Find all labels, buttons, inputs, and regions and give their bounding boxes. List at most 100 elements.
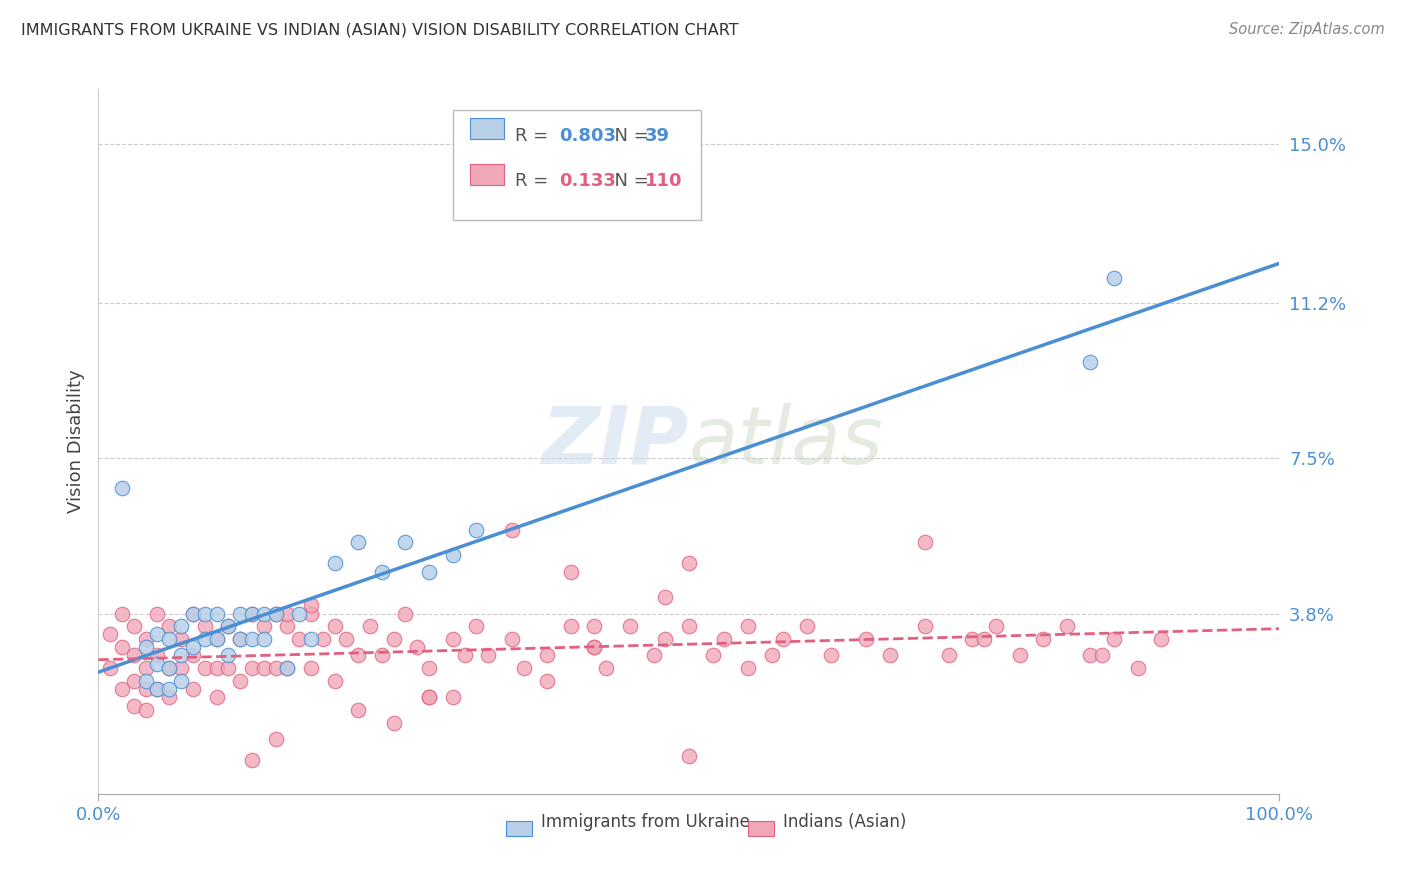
Point bbox=[229, 632, 252, 646]
Point bbox=[1102, 632, 1125, 646]
FancyBboxPatch shape bbox=[471, 118, 503, 139]
Point bbox=[98, 627, 121, 641]
Point bbox=[643, 648, 665, 663]
Point bbox=[394, 535, 416, 549]
Point bbox=[583, 640, 606, 654]
Point bbox=[229, 607, 252, 621]
Point bbox=[111, 640, 134, 654]
Point bbox=[181, 607, 204, 621]
Point bbox=[288, 632, 311, 646]
Point bbox=[323, 619, 346, 633]
Point bbox=[122, 673, 145, 688]
Point bbox=[276, 661, 298, 675]
Point bbox=[1056, 619, 1078, 633]
Point bbox=[146, 681, 169, 696]
Point bbox=[465, 619, 488, 633]
Point bbox=[146, 681, 169, 696]
Point bbox=[240, 607, 263, 621]
Point bbox=[560, 565, 582, 579]
Point bbox=[157, 661, 180, 675]
Point bbox=[914, 619, 936, 633]
FancyBboxPatch shape bbox=[748, 821, 773, 836]
Point bbox=[122, 619, 145, 633]
Point bbox=[217, 648, 239, 663]
Point bbox=[536, 673, 558, 688]
Point bbox=[347, 648, 370, 663]
Point bbox=[1091, 648, 1114, 663]
Point bbox=[276, 607, 298, 621]
Point bbox=[217, 619, 239, 633]
Point bbox=[595, 661, 617, 675]
Point bbox=[146, 657, 169, 671]
Point bbox=[938, 648, 960, 663]
Point bbox=[619, 619, 641, 633]
FancyBboxPatch shape bbox=[453, 111, 700, 219]
Text: 0.133: 0.133 bbox=[560, 172, 616, 190]
Point bbox=[240, 661, 263, 675]
Point bbox=[288, 607, 311, 621]
Point bbox=[170, 648, 193, 663]
Point bbox=[135, 640, 157, 654]
Point bbox=[253, 632, 276, 646]
Point bbox=[299, 632, 322, 646]
Text: Immigrants from Ukraine: Immigrants from Ukraine bbox=[541, 814, 751, 831]
Point bbox=[264, 607, 287, 621]
Point bbox=[253, 607, 276, 621]
Point bbox=[394, 607, 416, 621]
Point bbox=[1080, 648, 1102, 663]
Point bbox=[654, 632, 676, 646]
Point bbox=[122, 698, 145, 713]
Point bbox=[583, 619, 606, 633]
Point bbox=[347, 703, 370, 717]
Point bbox=[713, 632, 735, 646]
Point bbox=[406, 640, 429, 654]
Point bbox=[194, 607, 217, 621]
Point bbox=[583, 640, 606, 654]
Point bbox=[181, 607, 204, 621]
Text: 39: 39 bbox=[645, 127, 671, 145]
Point bbox=[170, 673, 193, 688]
Point bbox=[418, 565, 440, 579]
Point bbox=[678, 749, 700, 764]
Point bbox=[382, 632, 405, 646]
Point bbox=[205, 632, 228, 646]
Point bbox=[347, 535, 370, 549]
Point bbox=[157, 632, 180, 646]
Point bbox=[737, 661, 759, 675]
Point bbox=[229, 632, 252, 646]
Point bbox=[371, 565, 394, 579]
Point bbox=[359, 619, 381, 633]
Point bbox=[111, 481, 134, 495]
Point bbox=[170, 619, 193, 633]
Point bbox=[536, 648, 558, 663]
Point bbox=[512, 661, 534, 675]
Point bbox=[984, 619, 1007, 633]
Point bbox=[253, 661, 276, 675]
Point bbox=[441, 548, 464, 562]
Point bbox=[418, 661, 440, 675]
Point bbox=[855, 632, 877, 646]
Point bbox=[382, 715, 405, 730]
Point bbox=[181, 681, 204, 696]
FancyBboxPatch shape bbox=[471, 164, 503, 185]
Text: atlas: atlas bbox=[689, 402, 884, 481]
Point bbox=[678, 556, 700, 570]
Point bbox=[335, 632, 357, 646]
Point bbox=[453, 648, 475, 663]
Point bbox=[205, 632, 228, 646]
Point bbox=[157, 661, 180, 675]
Point bbox=[299, 598, 322, 612]
Point bbox=[170, 661, 193, 675]
Point bbox=[217, 619, 239, 633]
Point bbox=[418, 690, 440, 705]
Point bbox=[135, 681, 157, 696]
Point bbox=[702, 648, 724, 663]
Point bbox=[146, 627, 169, 641]
Text: 0.803: 0.803 bbox=[560, 127, 616, 145]
Point bbox=[146, 648, 169, 663]
Text: Indians (Asian): Indians (Asian) bbox=[783, 814, 907, 831]
Point bbox=[678, 619, 700, 633]
Point bbox=[240, 632, 263, 646]
Text: R =: R = bbox=[516, 127, 554, 145]
Point bbox=[181, 640, 204, 654]
